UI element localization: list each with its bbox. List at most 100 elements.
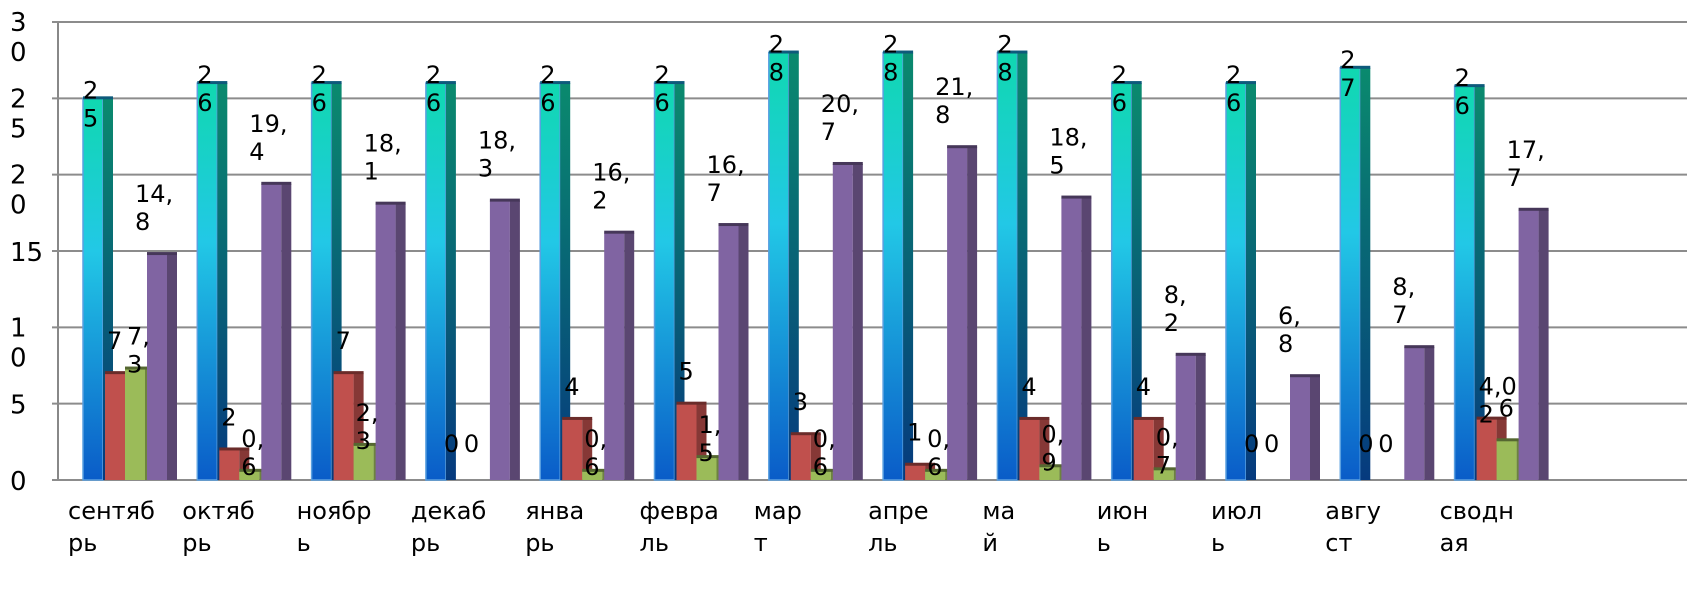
bar [696,457,717,480]
bar [105,373,125,480]
data-label: 20, 7 [821,90,859,146]
bar-top [925,468,956,472]
y-tick-label: 5 [10,391,27,421]
bar-side [903,52,914,481]
bar-top [1496,438,1527,442]
x-category-label: февра ль [640,497,719,557]
bar-top [1039,464,1070,468]
bar [539,82,561,481]
bar-top [676,401,707,405]
bar-top [353,442,384,446]
bar-top [1290,374,1320,378]
data-label: 0, 6 [241,425,264,481]
bar-side [810,434,821,480]
data-label: 0 [1378,430,1393,458]
bar-top [261,181,292,185]
bar [196,82,219,481]
bar-top [604,230,635,234]
bar [1290,376,1310,480]
bar-top [1153,467,1184,471]
bar-top [997,50,1028,54]
bar-top [1476,416,1507,420]
bar-side [738,225,749,480]
bar-side [624,232,635,480]
bar-side [217,83,228,481]
bar [1453,85,1476,481]
x-category-label: апре ль [868,497,928,557]
data-label: 2 [221,403,236,431]
bar-side [1310,376,1320,480]
bar [125,368,145,480]
bar [1404,347,1425,480]
x-category-label: октяб рь [182,497,254,557]
x-category-label: декаб рь [411,497,486,557]
data-label: 4 [564,373,579,401]
bar-top [1226,81,1256,85]
x-category-label: ноябр ь [297,497,372,557]
bar [947,147,968,481]
data-label: 6, 8 [1278,302,1301,358]
bar [925,470,946,480]
bar-side [1039,418,1050,480]
bar [1133,418,1154,480]
bar [1110,82,1133,481]
data-label: 0, 7 [1156,423,1179,479]
x-category-label: мар т [754,497,802,557]
bar-top [1111,81,1142,85]
bar-side [582,418,593,480]
y-axis-ticks: 0 5 1 0 15 2 0 2 5 3 0 [10,8,43,497]
data-label: 6 [1499,394,1514,422]
bar-top [425,81,456,85]
bar-top [1454,84,1485,88]
x-category-label: сводн ая [1440,497,1514,557]
data-label: 0 [444,430,459,458]
bar-top [105,371,135,375]
bar-top [1175,352,1206,356]
bar-top [1404,345,1435,349]
bar-top [83,96,113,100]
bar-top [562,416,593,420]
data-label: 7 [336,327,351,355]
bar-side [560,83,571,481]
bar-top [905,462,936,466]
bar [425,82,447,481]
bar [489,200,510,480]
bar [1225,82,1247,481]
x-category-label: авгу ст [1325,497,1381,557]
bar-side [1360,67,1371,481]
bar-top [375,201,406,205]
bar [1153,469,1174,480]
bar [310,82,333,481]
bar-side [509,200,520,480]
bar-side [1538,209,1549,480]
data-label: 7, 3 [127,323,150,379]
bar-side [281,183,292,480]
bar-side [1474,86,1485,481]
bar [882,51,904,481]
bar [810,470,831,480]
bar-side [445,83,456,481]
data-label: 16, 7 [707,151,745,207]
bar-side [1195,354,1206,480]
bar-top [489,198,520,202]
data-label: 0 [1358,430,1373,458]
data-label: 0, 6 [813,425,836,481]
bar-top [1061,195,1092,199]
bar [353,444,374,480]
bar-side [239,449,250,480]
bar [82,97,104,481]
bar-side [788,52,799,481]
bar [996,51,1019,481]
bar-top [540,81,571,85]
bar [261,183,282,480]
data-label: 4 [1021,373,1036,401]
